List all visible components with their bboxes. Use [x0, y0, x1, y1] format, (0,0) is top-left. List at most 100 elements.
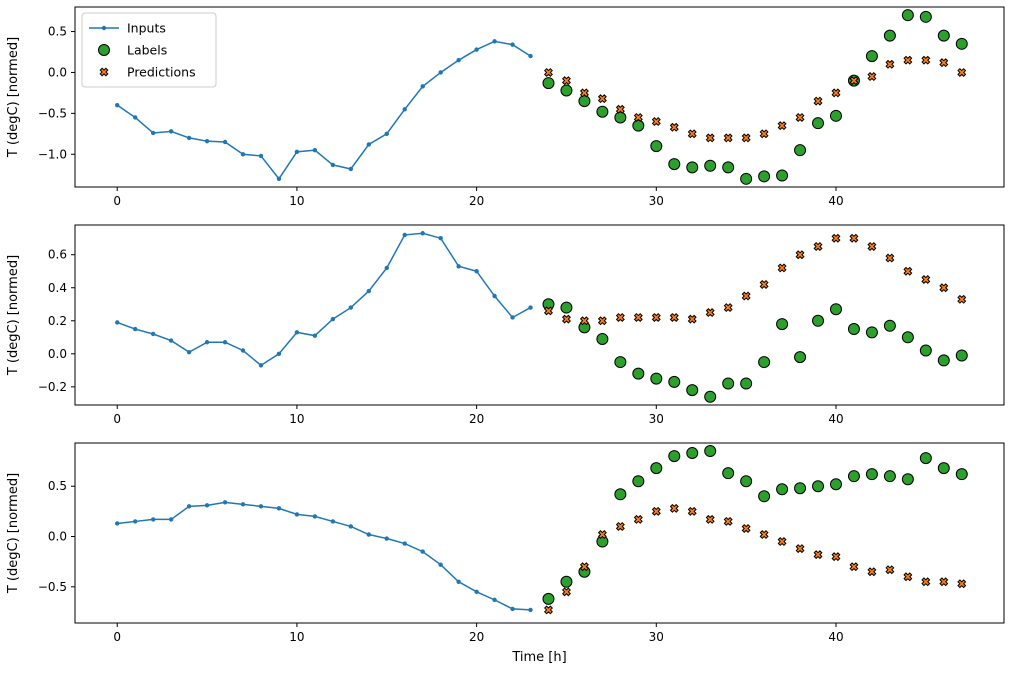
labels-point — [901, 9, 914, 22]
predictions-point — [777, 121, 787, 131]
predictions-point — [813, 241, 823, 251]
inputs-point — [438, 236, 443, 241]
predictions-point — [687, 506, 697, 516]
predictions-point — [867, 567, 877, 577]
labels-point — [686, 447, 699, 460]
labels-point — [632, 475, 645, 488]
labels-point — [596, 332, 609, 345]
y-tick-label: 0.2 — [48, 314, 67, 328]
predictions-point — [831, 233, 841, 243]
predictions-point — [615, 312, 625, 322]
y-tick-label: −1.0 — [38, 147, 67, 161]
predictions-point — [705, 514, 715, 524]
predictions-point — [597, 94, 607, 104]
inputs-point — [402, 107, 407, 112]
predictions-point — [723, 133, 733, 143]
legend-sample-labels-circle — [98, 44, 110, 56]
labels-point — [560, 84, 573, 97]
predictions-point — [579, 88, 589, 98]
predictions-point — [579, 316, 589, 326]
labels-point — [847, 470, 860, 483]
predictions-point — [777, 263, 787, 273]
predictions-point — [777, 537, 787, 547]
predictions-point — [741, 133, 751, 143]
inputs-point — [384, 536, 389, 541]
inputs-point — [348, 524, 354, 529]
predictions-point — [723, 303, 733, 313]
inputs-point — [366, 142, 371, 147]
y-tick-label: 0.4 — [48, 281, 67, 295]
inputs-point — [438, 70, 443, 75]
labels-point — [776, 318, 789, 331]
inputs-point — [115, 320, 120, 325]
predictions-point — [939, 577, 949, 587]
predictions-point — [849, 76, 859, 86]
x-tick-label: 0 — [113, 630, 121, 644]
inputs-point — [384, 265, 389, 271]
predictions-point — [813, 96, 823, 106]
inputs-point — [330, 519, 336, 524]
predictions-point — [687, 129, 697, 139]
inputs-point — [132, 519, 138, 524]
predictions-point — [669, 503, 679, 513]
inputs-point — [528, 305, 533, 310]
labels-point — [614, 111, 627, 124]
predictions-point — [957, 67, 967, 77]
labels-point — [955, 37, 968, 50]
predictions-point — [867, 241, 877, 251]
predictions-point — [867, 72, 877, 82]
labels-point — [542, 592, 555, 605]
inputs-point — [276, 506, 282, 511]
labels-point — [901, 331, 914, 344]
inputs-point — [474, 269, 479, 274]
predictions-point — [831, 552, 841, 562]
labels-point — [704, 159, 717, 172]
inputs-point — [240, 348, 246, 353]
inputs-point — [258, 153, 264, 159]
y-tick-label: 0.0 — [48, 530, 67, 544]
labels-point — [650, 372, 663, 385]
labels-point — [650, 140, 663, 153]
x-tick-label: 0 — [113, 412, 121, 426]
inputs-point — [330, 316, 336, 322]
predictions-point — [561, 76, 571, 86]
inputs-point — [474, 589, 479, 595]
labels-point — [740, 172, 753, 185]
y-tick-label: 0.0 — [48, 347, 67, 361]
inputs-point — [258, 363, 264, 368]
predictions-point — [759, 530, 769, 539]
inputs-point — [492, 39, 497, 44]
predictions-point — [615, 521, 625, 531]
legend-item-labels: Labels — [98, 43, 167, 58]
predictions-point — [957, 294, 967, 304]
predictions-point — [669, 312, 679, 322]
inputs-line — [116, 232, 531, 367]
labels-point — [829, 109, 842, 122]
labels-point — [722, 377, 735, 390]
predictions-point — [597, 530, 607, 539]
labels-point — [776, 169, 789, 182]
labels-point — [632, 367, 645, 380]
inputs-point — [456, 264, 461, 269]
labels-point — [632, 119, 645, 132]
labels-point — [668, 375, 681, 388]
labels-point — [596, 105, 609, 118]
predictions-point — [561, 314, 571, 324]
labels-point — [740, 377, 753, 390]
predictions-point — [759, 129, 769, 139]
x-tick-label: 30 — [649, 194, 664, 208]
axes-border — [74, 224, 1005, 406]
labels-point — [829, 303, 842, 316]
labels-point — [668, 158, 681, 171]
labels-point — [901, 473, 914, 486]
labels-point — [776, 483, 789, 496]
inputs-point — [402, 541, 407, 546]
axes-border — [74, 6, 1005, 188]
predictions-point — [939, 283, 949, 293]
inputs-point — [294, 330, 300, 335]
labels-point — [560, 301, 573, 314]
inputs-point — [240, 502, 246, 507]
labels-point — [722, 161, 735, 174]
x-tick-label: 10 — [289, 412, 304, 426]
